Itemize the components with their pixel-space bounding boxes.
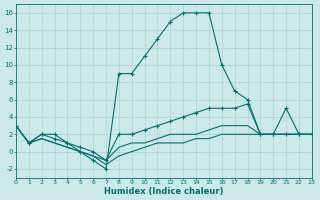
X-axis label: Humidex (Indice chaleur): Humidex (Indice chaleur) (104, 187, 224, 196)
